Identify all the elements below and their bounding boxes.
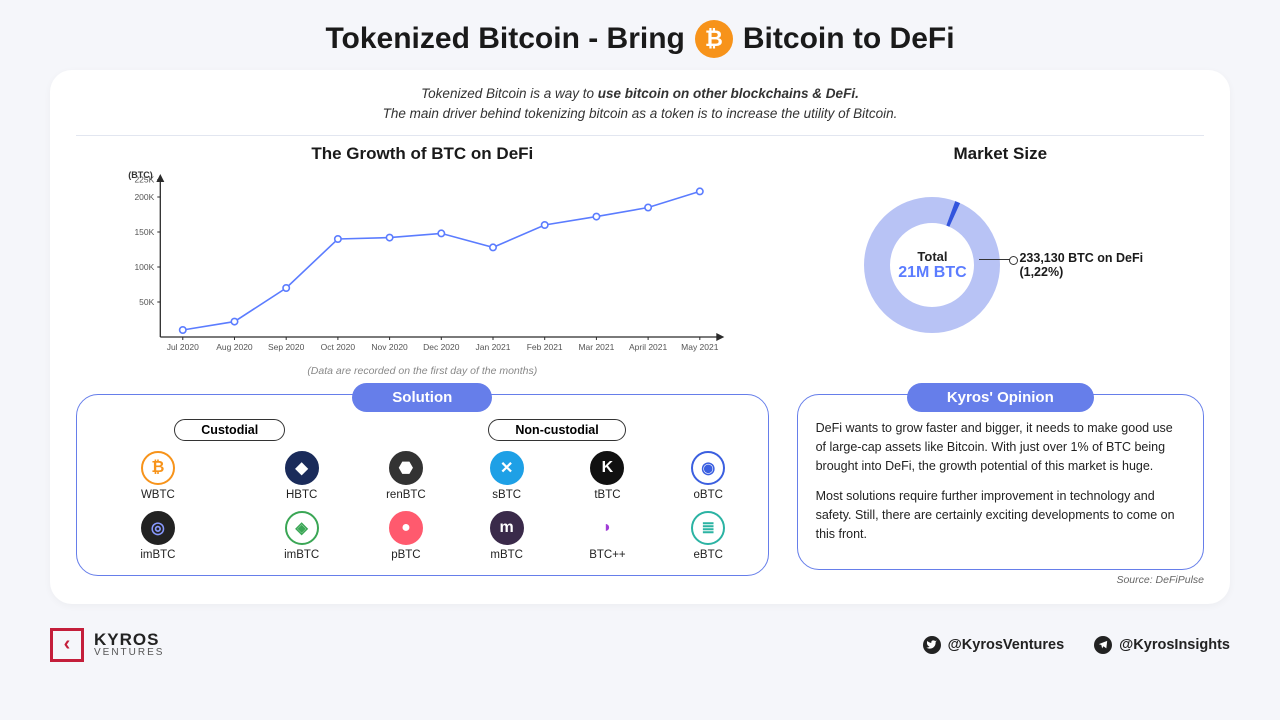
svg-text:Jul 2020: Jul 2020 (167, 342, 199, 352)
token-icon: ✕ (490, 451, 524, 485)
telegram-icon (1094, 636, 1112, 654)
svg-text:50K: 50K (139, 297, 154, 307)
opinion-paragraph: Most solutions require further improveme… (816, 487, 1185, 545)
social-twitter[interactable]: @KyrosVentures (923, 636, 1065, 654)
token-label: tBTC (594, 489, 620, 501)
token-icon: ≣ (691, 511, 725, 545)
growth-line-chart: (BTC)50K100K150K200K225KJul 2020Aug 2020… (76, 168, 769, 363)
growth-chart-title: The Growth of BTC on DeFi (76, 144, 769, 164)
brand-line-2: VENTURES (94, 648, 164, 658)
token-ebtc: ≣ eBTC (691, 511, 725, 561)
token-label: imBTC (140, 549, 175, 561)
token-label: BTC++ (589, 549, 625, 561)
token-label: pBTC (391, 549, 420, 561)
token-icon: ◎ (141, 511, 175, 545)
brand-line-1: KYROS (94, 631, 164, 648)
noncustodial-label: Non-custodial (488, 419, 625, 441)
footer: ‹ KYROS VENTURES @KyrosVentures @KyrosIn… (0, 614, 1280, 662)
bitcoin-icon: ₿ (695, 20, 733, 58)
token-tbtc: K tBTC (590, 451, 624, 501)
token-renbtc: ⬣ renBTC (386, 451, 426, 501)
donut-center-label: Total (917, 249, 947, 264)
opinion-paragraph: DeFi wants to grow faster and bigger, it… (816, 419, 1185, 477)
token-icon: ₿ (141, 451, 175, 485)
svg-text:April 2021: April 2021 (629, 342, 668, 352)
svg-text:225K: 225K (134, 174, 154, 184)
token-sbtc: ✕ sBTC (490, 451, 524, 501)
svg-text:Aug 2020: Aug 2020 (216, 342, 253, 352)
token-hbtc: ◆ HBTC (285, 451, 319, 501)
market-size-title: Market Size (797, 144, 1204, 164)
subtitle: Tokenized Bitcoin is a way to use bitcoi… (76, 84, 1204, 136)
token-icon: ◆ (285, 451, 319, 485)
token-label: eBTC (694, 549, 723, 561)
svg-text:Mar 2021: Mar 2021 (578, 342, 614, 352)
token-icon: ◈ (285, 511, 319, 545)
market-size-donut: Total 21M BTC 233,130 BTC on DeFi(1,22%) (797, 168, 1204, 363)
opinion-header: Kyros' Opinion (907, 383, 1094, 412)
svg-text:100K: 100K (134, 262, 154, 272)
opinion-box: DeFi wants to grow faster and bigger, it… (797, 394, 1204, 570)
svg-text:Feb 2021: Feb 2021 (527, 342, 563, 352)
svg-text:Oct 2020: Oct 2020 (321, 342, 356, 352)
source-label: Source: DeFiPulse (797, 574, 1204, 586)
token-imbtc: ◎ imBTC (140, 511, 175, 561)
token-mbtc: m mBTC (490, 511, 524, 561)
donut-callout: 233,130 BTC on DeFi(1,22%) (1019, 251, 1143, 279)
svg-text:150K: 150K (134, 227, 154, 237)
token-pbtc: ● pBTC (389, 511, 423, 561)
token-icon: ◉ (691, 451, 725, 485)
donut-center-value: 21M BTC (898, 264, 966, 282)
svg-text:Jan 2021: Jan 2021 (476, 342, 511, 352)
token-label: oBTC (694, 489, 723, 501)
chart-footnote: (Data are recorded on the first day of t… (76, 365, 769, 377)
token-icon: ◗ (590, 511, 624, 545)
main-card: Tokenized Bitcoin is a way to use bitcoi… (50, 70, 1230, 604)
token-label: imBTC (284, 549, 319, 561)
token-imbtc: ◈ imBTC (284, 511, 319, 561)
svg-text:May 2021: May 2021 (681, 342, 719, 352)
title-left: Tokenized Bitcoin - Bring (325, 22, 684, 56)
svg-text:Dec 2020: Dec 2020 (423, 342, 460, 352)
token-obtc: ◉ oBTC (691, 451, 725, 501)
title-right: Bitcoin to DeFi (743, 22, 955, 56)
twitter-icon (923, 636, 941, 654)
solution-box: Custodial ₿ WBTC ◆ HBTC ◎ imBTC ◈ imBTC … (76, 394, 769, 576)
token-label: renBTC (386, 489, 426, 501)
token-label: mBTC (490, 549, 523, 561)
svg-text:200K: 200K (134, 192, 154, 202)
svg-text:Sep 2020: Sep 2020 (268, 342, 305, 352)
social-handle: @KyrosInsights (1119, 637, 1230, 653)
social-handle: @KyrosVentures (948, 637, 1065, 653)
token-icon: m (490, 511, 524, 545)
token-icon: K (590, 451, 624, 485)
token-icon: ● (389, 511, 423, 545)
brand-logo: ‹ KYROS VENTURES (50, 628, 164, 662)
token-wbtc: ₿ WBTC (141, 451, 175, 501)
page-title: Tokenized Bitcoin - Bring ₿ Bitcoin to D… (50, 20, 1230, 58)
token-label: HBTC (286, 489, 317, 501)
logo-mark-icon: ‹ (50, 628, 84, 662)
social-telegram[interactable]: @KyrosInsights (1094, 636, 1230, 654)
solution-header: Solution (352, 383, 492, 412)
token-label: WBTC (141, 489, 175, 501)
token-icon: ⬣ (389, 451, 423, 485)
token-btc++: ◗ BTC++ (589, 511, 625, 561)
custodial-label: Custodial (174, 419, 285, 441)
token-label: sBTC (492, 489, 521, 501)
svg-text:Nov 2020: Nov 2020 (371, 342, 408, 352)
